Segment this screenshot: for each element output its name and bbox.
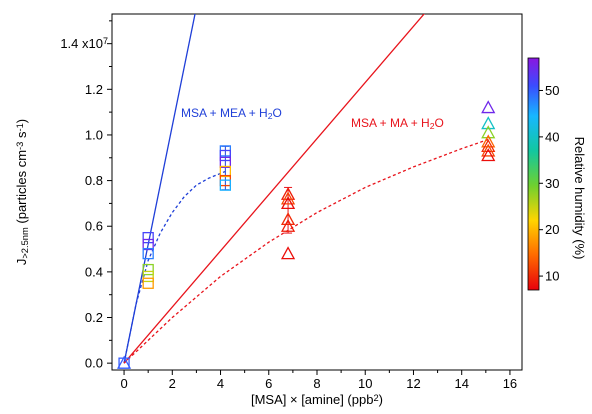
data-point-triangle — [481, 125, 496, 139]
x-tick-label: 4 — [217, 376, 224, 391]
data-point-triangle — [280, 186, 296, 200]
x-tick-label: 2 — [169, 376, 176, 391]
colorbar-gradient — [527, 57, 540, 291]
colorbar: 10 20 30 40 50 — [527, 57, 559, 291]
saturation-fit-curve — [123, 170, 226, 364]
colorbar-tick-label: 40 — [545, 129, 559, 144]
data-point-triangle — [481, 139, 496, 153]
y-tick-label: 0.2 — [85, 310, 103, 325]
data-points — [116, 100, 496, 369]
y-tick-label: 0.0 — [85, 356, 103, 371]
colorbar-tick-label: 20 — [545, 222, 559, 237]
x-tick-label: 0 — [120, 376, 127, 391]
fit-lines — [123, 14, 489, 364]
y-tick-label: 0.6 — [85, 219, 103, 234]
data-point-triangle — [481, 143, 496, 157]
y-axis: 0.0 0.2 0.4 0.6 0.8 1.0 1.2 1.4 x107 — [60, 20, 112, 371]
data-point-triangle — [481, 116, 496, 130]
y-tick-label: 1.0 — [85, 127, 103, 142]
y-tick-label: 1.4 x107 — [60, 36, 108, 51]
x-tick-label: 6 — [265, 376, 272, 391]
series-labels: MSA + MEA + H2O MSA + MA + H2O — [181, 106, 444, 131]
y-tick-label: 0.4 — [85, 264, 103, 279]
data-point-triangle — [280, 212, 296, 226]
saturation-fit-curve — [123, 138, 489, 364]
data-point-triangle — [280, 218, 296, 232]
x-axis: 0 2 4 6 8 10 12 14 16 — [120, 370, 517, 391]
data-point-triangle — [280, 246, 296, 260]
data-point-square — [219, 156, 232, 168]
series-label-msa-ma: MSA + MA + H2O — [351, 116, 444, 131]
linear-fit-line — [123, 14, 196, 364]
data-point-square — [142, 238, 154, 251]
x-tick-label: 8 — [313, 376, 320, 391]
data-point-square — [219, 165, 232, 178]
x-tick-label: 10 — [358, 376, 372, 391]
data-point-triangle — [116, 355, 132, 369]
colorbar-title: Relative humidity (%) — [572, 137, 587, 260]
y-tick-label: 1.2 — [85, 82, 103, 97]
data-point-square — [142, 263, 154, 276]
colorbar-tick-label: 30 — [545, 176, 559, 191]
y-axis-title: J>2.5nm (particles cm-3 s-1) — [14, 119, 30, 265]
data-point-square — [219, 179, 232, 191]
data-point-triangle — [481, 148, 496, 162]
colorbar-tick-label: 50 — [545, 83, 559, 98]
y-tick-label: 0.8 — [85, 173, 103, 188]
data-point-square — [142, 277, 154, 289]
error-bars — [221, 145, 293, 234]
data-point-triangle — [481, 134, 496, 148]
x-tick-label: 12 — [406, 376, 420, 391]
data-point-triangle — [280, 191, 296, 205]
data-point-square — [219, 149, 232, 162]
data-point-square — [142, 270, 154, 283]
x-tick-label: 16 — [503, 376, 517, 391]
data-point-square — [142, 231, 154, 244]
x-tick-label: 14 — [454, 376, 468, 391]
colorbar-tick-label: 10 — [545, 269, 559, 284]
data-point-triangle — [481, 100, 496, 114]
x-axis-title: [MSA] × [amine] (ppb2) — [251, 392, 383, 407]
data-point-square — [142, 247, 154, 260]
linear-fit-line — [123, 14, 425, 364]
data-point-triangle — [280, 196, 296, 210]
series-label-msa-mea: MSA + MEA + H2O — [181, 106, 282, 121]
y-tick-exponent: 7 — [103, 37, 108, 47]
